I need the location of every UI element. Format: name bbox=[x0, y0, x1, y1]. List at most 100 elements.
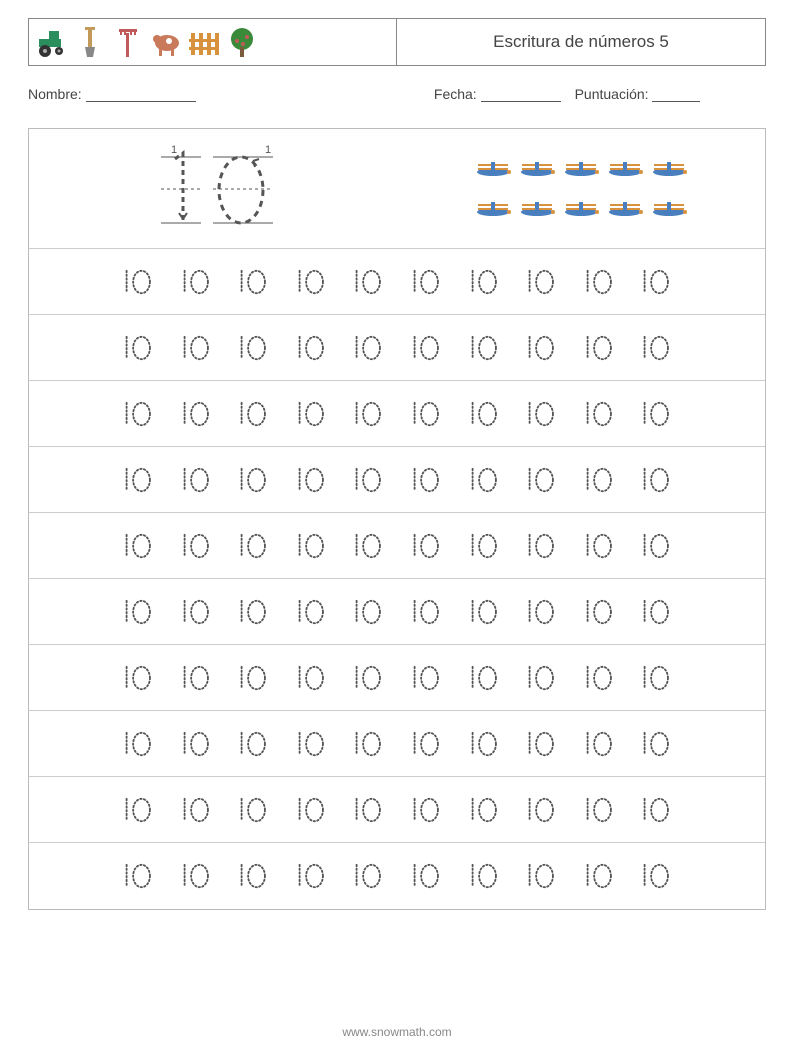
plane-icon bbox=[472, 158, 514, 180]
trace-number bbox=[467, 334, 501, 362]
trace-number bbox=[236, 532, 270, 560]
plane-icon bbox=[472, 198, 514, 220]
trace-number bbox=[121, 334, 155, 362]
trace-number bbox=[639, 400, 673, 428]
name-blank[interactable] bbox=[86, 88, 196, 102]
trace-number bbox=[639, 532, 673, 560]
trace-number bbox=[294, 598, 328, 626]
cow-icon bbox=[149, 25, 183, 59]
trace-number bbox=[524, 268, 558, 296]
trace-row[interactable] bbox=[29, 645, 765, 711]
trace-number bbox=[467, 730, 501, 758]
rake-icon bbox=[111, 25, 145, 59]
trace-number bbox=[121, 532, 155, 560]
trace-number bbox=[467, 532, 501, 560]
plane-row bbox=[472, 198, 690, 220]
trace-number bbox=[179, 532, 213, 560]
number-stroke-guide: 1 1 bbox=[29, 129, 397, 248]
trace-row[interactable] bbox=[29, 513, 765, 579]
trace-number bbox=[294, 796, 328, 824]
trace-number bbox=[294, 532, 328, 560]
plane-icon bbox=[604, 198, 646, 220]
worksheet-title: Escritura de números 5 bbox=[397, 19, 765, 65]
trace-number bbox=[179, 334, 213, 362]
trace-number bbox=[236, 268, 270, 296]
trace-number bbox=[179, 598, 213, 626]
trace-row[interactable] bbox=[29, 381, 765, 447]
trace-number bbox=[294, 730, 328, 758]
trace-row[interactable] bbox=[29, 579, 765, 645]
date-blank[interactable] bbox=[481, 88, 561, 102]
plane-icon bbox=[516, 198, 558, 220]
trace-number bbox=[582, 532, 616, 560]
trace-number bbox=[582, 730, 616, 758]
trace-number bbox=[351, 862, 385, 890]
trace-number bbox=[639, 466, 673, 494]
plane-icon bbox=[648, 158, 690, 180]
trace-row[interactable] bbox=[29, 315, 765, 381]
trace-number bbox=[179, 862, 213, 890]
trace-number bbox=[409, 664, 443, 692]
name-label: Nombre: bbox=[28, 86, 82, 102]
trace-number bbox=[409, 730, 443, 758]
score-blank[interactable] bbox=[652, 88, 700, 102]
trace-number bbox=[467, 466, 501, 494]
trace-row[interactable] bbox=[29, 843, 765, 909]
trace-number bbox=[409, 400, 443, 428]
trace-number bbox=[351, 598, 385, 626]
trace-number bbox=[236, 796, 270, 824]
trace-number bbox=[467, 268, 501, 296]
trace-number bbox=[409, 796, 443, 824]
trace-number bbox=[524, 598, 558, 626]
trace-number bbox=[467, 796, 501, 824]
tree-icon bbox=[225, 25, 259, 59]
trace-number bbox=[351, 532, 385, 560]
trace-number bbox=[236, 730, 270, 758]
footer-url: www.snowmath.com bbox=[0, 1025, 794, 1039]
trace-number bbox=[639, 268, 673, 296]
fence-icon bbox=[187, 25, 221, 59]
trace-row[interactable] bbox=[29, 777, 765, 843]
trace-number bbox=[409, 862, 443, 890]
header-icons bbox=[29, 19, 397, 65]
trace-number bbox=[524, 532, 558, 560]
trace-row[interactable] bbox=[29, 711, 765, 777]
trace-number bbox=[582, 598, 616, 626]
trace-number bbox=[524, 400, 558, 428]
score-label: Puntuación: bbox=[575, 86, 649, 102]
trace-number bbox=[467, 598, 501, 626]
trace-number bbox=[121, 664, 155, 692]
trace-number bbox=[294, 466, 328, 494]
trace-number bbox=[294, 334, 328, 362]
plane-icon bbox=[648, 198, 690, 220]
trace-number bbox=[409, 466, 443, 494]
trace-row[interactable] bbox=[29, 249, 765, 315]
info-row: Nombre: Fecha: Puntuación: bbox=[28, 86, 766, 102]
trace-number bbox=[639, 334, 673, 362]
plane-icon bbox=[560, 198, 602, 220]
trace-number bbox=[582, 664, 616, 692]
trace-number bbox=[294, 268, 328, 296]
trace-number bbox=[582, 268, 616, 296]
trace-number bbox=[121, 730, 155, 758]
trace-row[interactable] bbox=[29, 447, 765, 513]
trace-number bbox=[294, 862, 328, 890]
trace-number bbox=[179, 730, 213, 758]
trace-number bbox=[121, 796, 155, 824]
trace-number bbox=[351, 268, 385, 296]
shovel-icon bbox=[73, 25, 107, 59]
trace-number bbox=[236, 862, 270, 890]
trace-number bbox=[582, 796, 616, 824]
worksheet-content: 1 1 bbox=[28, 128, 766, 910]
trace-number bbox=[639, 862, 673, 890]
trace-number bbox=[121, 862, 155, 890]
trace-number bbox=[639, 730, 673, 758]
trace-number bbox=[524, 664, 558, 692]
plane-icon bbox=[516, 158, 558, 180]
tractor-icon bbox=[35, 25, 69, 59]
trace-number bbox=[582, 466, 616, 494]
trace-number bbox=[179, 796, 213, 824]
trace-number bbox=[294, 664, 328, 692]
trace-number bbox=[121, 466, 155, 494]
trace-number bbox=[582, 400, 616, 428]
